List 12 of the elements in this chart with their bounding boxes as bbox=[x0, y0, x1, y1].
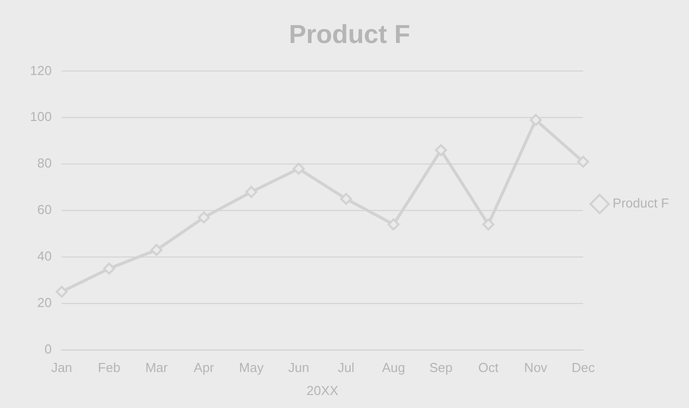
point bbox=[482, 218, 494, 230]
point bbox=[198, 211, 210, 224]
point bbox=[103, 262, 116, 275]
point bbox=[577, 156, 590, 168]
point bbox=[150, 244, 162, 256]
point bbox=[245, 186, 258, 198]
point bbox=[292, 162, 305, 175]
point bbox=[388, 218, 400, 230]
point bbox=[340, 192, 352, 205]
point bbox=[530, 114, 542, 126]
point bbox=[434, 144, 447, 156]
point bbox=[56, 286, 68, 298]
